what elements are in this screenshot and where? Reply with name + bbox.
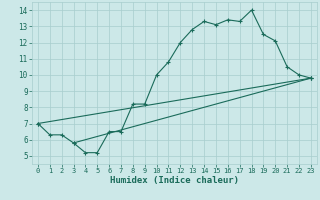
X-axis label: Humidex (Indice chaleur): Humidex (Indice chaleur) xyxy=(110,176,239,185)
